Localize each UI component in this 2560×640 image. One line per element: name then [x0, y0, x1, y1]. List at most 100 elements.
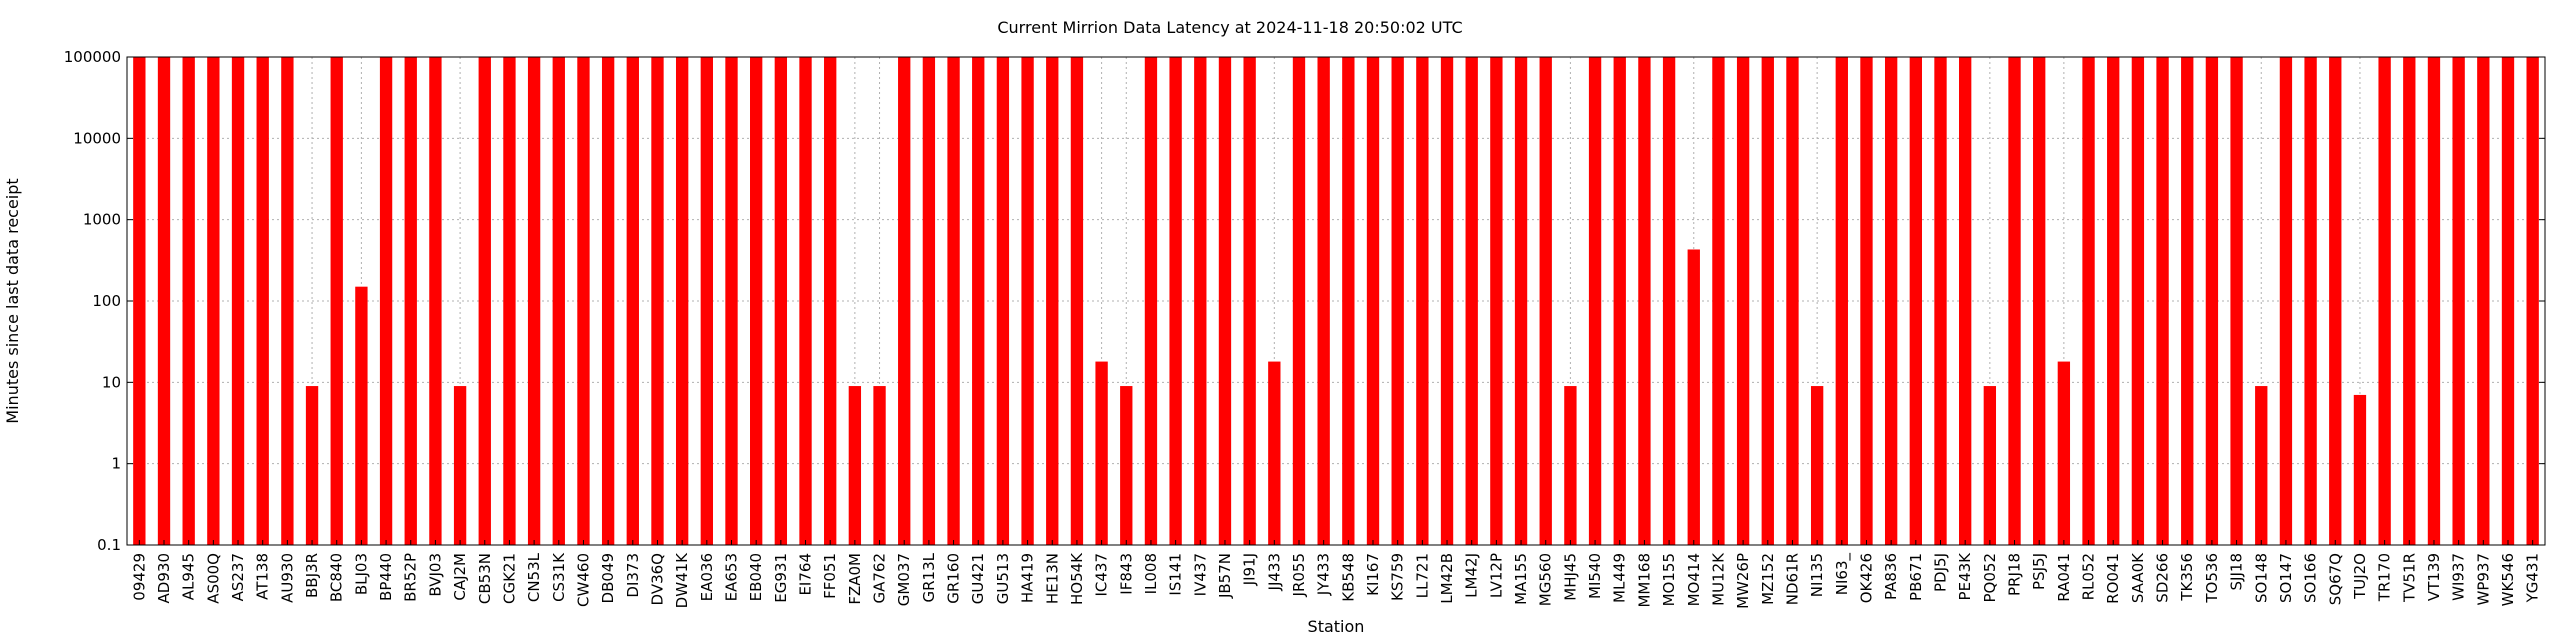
- x-tick-label: MU12K: [1709, 552, 1727, 606]
- bar: [1983, 386, 1997, 545]
- x-tick-label: MM168: [1635, 553, 1653, 608]
- bar: [2033, 57, 2046, 545]
- bar: [552, 57, 565, 545]
- x-tick-label: DB049: [599, 553, 617, 603]
- bar: [700, 57, 713, 545]
- bar: [305, 386, 319, 545]
- x-tick-label: WI937: [2450, 553, 2468, 601]
- x-tick-label: RA041: [2055, 553, 2073, 602]
- bar: [1070, 57, 1084, 545]
- bar: [1860, 57, 1873, 545]
- x-tick-label: BR52P: [402, 553, 420, 602]
- x-tick-label: AL945: [180, 553, 198, 600]
- x-tick-label: VT139: [2425, 553, 2443, 601]
- bar: [256, 57, 269, 545]
- bar: [379, 57, 393, 545]
- x-tick-label: SAA0K: [2129, 552, 2147, 603]
- bar: [1120, 386, 1133, 545]
- x-tick-label: IC437: [1093, 553, 1111, 597]
- x-tick-label: PDJ5J: [1932, 553, 1950, 592]
- bar: [1588, 57, 1602, 545]
- y-tick-label: 1000: [83, 211, 121, 229]
- bar: [2329, 57, 2342, 545]
- bar: [157, 57, 171, 545]
- bar: [2131, 57, 2145, 545]
- x-tick-label: MA155: [1512, 553, 1530, 605]
- x-tick-label: JB57N: [1216, 553, 1234, 599]
- x-tick-label: EB040: [747, 553, 765, 601]
- bar: [1613, 57, 1626, 545]
- x-tick-label: ND61R: [1783, 553, 1801, 605]
- bar: [2279, 57, 2293, 545]
- y-tick-label: 10000: [73, 129, 121, 147]
- x-tick-label: CN53L: [525, 552, 543, 602]
- x-tick-label: GR160: [945, 553, 963, 604]
- bar: [133, 57, 146, 545]
- bar: [453, 386, 467, 545]
- x-tick-label: PE43K: [1956, 552, 1974, 601]
- x-tick-label: MO414: [1685, 553, 1703, 606]
- bar: [1268, 361, 1281, 545]
- bar: [848, 386, 862, 545]
- bar: [2304, 57, 2317, 545]
- x-tick-label: TR170: [2376, 553, 2394, 602]
- x-tick-label: TK356: [2178, 553, 2196, 602]
- bar: [1884, 57, 1898, 545]
- bar: [1712, 57, 1725, 545]
- bar: [1465, 57, 1478, 545]
- x-tick-label: PQ052: [1981, 553, 1999, 602]
- bar: [2181, 57, 2194, 545]
- y-tick-label: 100000: [64, 48, 121, 66]
- bar: [1934, 57, 1947, 545]
- x-tick-label: AS237: [229, 553, 247, 601]
- bar: [947, 57, 960, 545]
- x-tick-label: JR055: [1290, 553, 1308, 597]
- x-tick-label: JJ433: [1265, 553, 1283, 591]
- bar: [207, 57, 220, 545]
- x-tick-label: ML449: [1611, 553, 1629, 603]
- x-tick-label: SD266: [2154, 553, 2172, 603]
- x-tick-label: RL052: [2080, 553, 2098, 600]
- bar: [1687, 249, 1700, 545]
- bar: [898, 57, 911, 545]
- bar: [799, 57, 812, 545]
- x-tick-label: BBJ3R: [303, 553, 321, 598]
- x-tick-label: GR13L: [920, 552, 938, 602]
- x-tick-label: SO148: [2252, 553, 2270, 603]
- x-tick-label: FF051: [821, 553, 839, 599]
- bar: [1169, 57, 1182, 545]
- x-tick-label: BVJ03: [426, 553, 444, 597]
- x-tick-label: LV12P: [1487, 553, 1505, 598]
- bar: [2403, 57, 2416, 545]
- bar: [182, 57, 195, 545]
- bar: [429, 57, 442, 545]
- bar: [1194, 57, 1207, 545]
- y-tick-label: 0.1: [97, 536, 121, 554]
- bar: [1909, 57, 1922, 545]
- x-tick-label: HO54K: [1068, 552, 1086, 605]
- bar: [2501, 57, 2515, 545]
- bar: [2057, 361, 2071, 545]
- x-tick-label: GA762: [871, 553, 889, 604]
- x-tick-label: EI764: [797, 553, 815, 596]
- x-tick-label: AU930: [278, 553, 296, 603]
- bar: [2082, 57, 2095, 545]
- bar: [1539, 57, 1552, 545]
- x-tick-label: BLJ03: [352, 553, 370, 595]
- bar: [725, 57, 738, 545]
- x-tick-label: CB53N: [476, 553, 494, 604]
- bar: [2427, 57, 2441, 545]
- x-tick-label: WP937: [2474, 553, 2492, 606]
- bar: [2452, 57, 2465, 545]
- bar: [1810, 386, 1824, 545]
- bar: [2477, 57, 2490, 545]
- bar: [996, 57, 1010, 545]
- bar: [2526, 57, 2539, 545]
- bar: [873, 386, 886, 545]
- x-tick-label: CAJ2M: [451, 553, 469, 601]
- bar: [355, 286, 368, 545]
- x-tick-label: KB548: [1339, 553, 1357, 602]
- x-tick-label: LL721: [1413, 553, 1431, 598]
- x-tick-label: EA653: [723, 553, 741, 601]
